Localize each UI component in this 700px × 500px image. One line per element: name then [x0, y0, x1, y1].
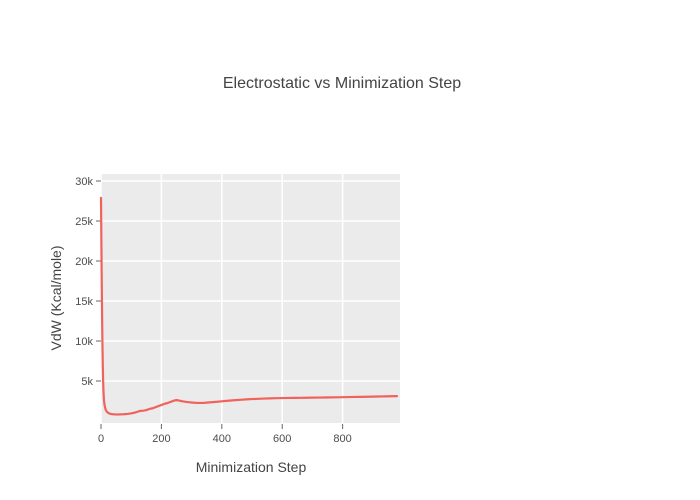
x-tick-label: 400: [213, 433, 231, 445]
y-tick-label: 30k: [75, 176, 93, 188]
x-tick-label: 200: [152, 433, 170, 445]
plot-background: [101, 174, 400, 423]
data-line-vdw: [99, 196, 399, 416]
y-tick-label: 25k: [75, 216, 93, 228]
y-tick-label: 5k: [81, 376, 93, 388]
x-tick-label: 0: [98, 433, 104, 445]
x-tick-label: 600: [273, 433, 291, 445]
y-tick-label: 10k: [75, 336, 93, 348]
x-tick-label: 800: [333, 433, 351, 445]
y-tick-label: 20k: [75, 256, 93, 268]
x-axis-title: Minimization Step: [195, 459, 307, 475]
chart-title: Electrostatic vs Minimization Step: [222, 75, 462, 92]
y-tick-label: 15k: [75, 296, 93, 308]
